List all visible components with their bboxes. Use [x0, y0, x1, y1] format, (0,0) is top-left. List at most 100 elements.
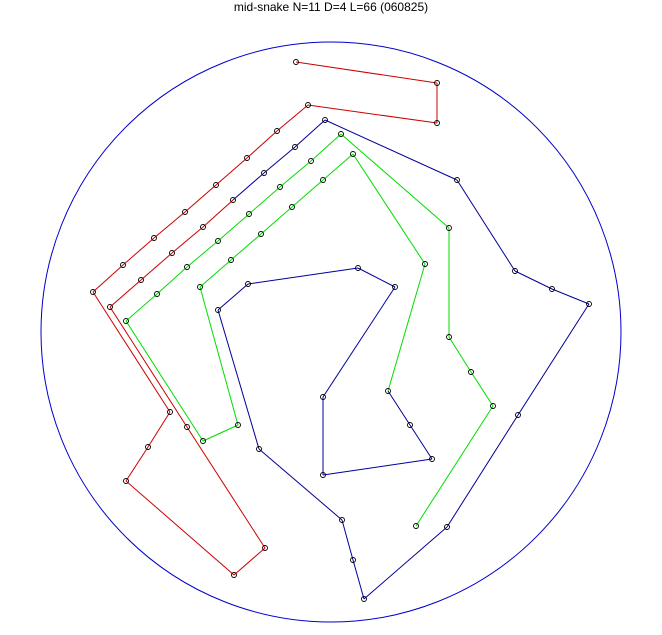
snake-node	[167, 409, 173, 415]
snake-segment-green	[322, 153, 354, 181]
snake-node	[200, 224, 206, 230]
snake-segment-red	[147, 411, 171, 448]
snake-node	[515, 412, 521, 418]
snake-segment-green	[260, 206, 293, 235]
snake-segment-red	[109, 279, 142, 308]
snake-node	[258, 231, 264, 237]
snake-node	[90, 289, 96, 295]
snake-node	[184, 264, 190, 270]
snake-node	[339, 517, 345, 523]
snake-node	[215, 307, 221, 313]
snake-segment-green	[448, 336, 472, 373]
snake-node	[123, 478, 129, 484]
snake-segment-green	[470, 371, 494, 407]
snake-segment-blue	[446, 414, 519, 528]
snake-segment-red	[171, 226, 204, 254]
snake-node	[256, 446, 262, 452]
snake-node	[138, 277, 144, 283]
snake-node	[274, 128, 280, 134]
snake-segment-green	[125, 320, 204, 442]
snake-segment-green	[199, 286, 239, 426]
snake-node	[289, 204, 295, 210]
snake-node	[228, 257, 234, 263]
snake-segment-green	[279, 160, 312, 188]
snake-node	[231, 572, 237, 578]
snake-node	[230, 197, 236, 203]
snake-node	[454, 177, 460, 183]
snake-segment-green	[248, 186, 281, 215]
snake-nodes	[90, 59, 592, 602]
snake-segment-green	[230, 233, 262, 261]
snake-segment-blue	[387, 390, 411, 426]
snake-node	[215, 238, 221, 244]
snake-segment-red	[233, 547, 266, 576]
snake-node	[434, 80, 440, 86]
snake-segment-blue	[514, 270, 553, 290]
snake-node	[434, 120, 440, 126]
snake-node	[586, 301, 592, 307]
snake-segment-red	[307, 104, 438, 124]
snake-node	[244, 155, 250, 161]
snake-node	[245, 281, 251, 287]
snake-segment-blue	[551, 288, 590, 305]
snake-node	[293, 59, 299, 65]
snake-node	[446, 225, 452, 231]
snake-node	[292, 144, 298, 150]
snake-node	[350, 557, 356, 563]
snake-node	[107, 304, 113, 310]
snake-node	[385, 388, 391, 394]
snake-segment-blue	[232, 172, 265, 201]
snake-node	[407, 422, 413, 428]
snake-node	[350, 151, 356, 157]
snake-node	[262, 545, 268, 551]
snake-segment-green	[291, 179, 324, 208]
snake-node	[549, 286, 555, 292]
snake-segment-blue	[258, 448, 343, 521]
snake-segment-blue	[247, 267, 359, 285]
snake-segments	[92, 61, 590, 600]
snake-segment-blue	[456, 179, 516, 272]
snake-segment-green	[415, 405, 494, 527]
snake-segment-green	[186, 240, 219, 268]
snake-node	[392, 284, 398, 290]
snake-segment-green	[156, 266, 188, 295]
snake-segment-red	[186, 426, 266, 549]
snake-node	[246, 211, 252, 217]
snake-node	[512, 268, 518, 274]
snake-segment-red	[122, 237, 155, 266]
snake-segment-red	[125, 446, 149, 482]
snake-node	[154, 291, 160, 297]
snake-segment-blue	[363, 526, 448, 600]
snake-segment-blue	[409, 424, 433, 460]
snake-node	[182, 209, 188, 215]
snake-segment-green	[387, 263, 426, 392]
snake-segment-green	[217, 213, 250, 242]
snake-node	[123, 318, 129, 324]
snake-node	[184, 424, 190, 430]
snake-node	[151, 235, 157, 241]
snake-segment-red	[92, 291, 171, 413]
snake-node	[361, 596, 367, 602]
snake-segment-red	[109, 306, 188, 428]
snake-segment-blue	[263, 146, 296, 174]
snake-segment-red	[215, 157, 248, 186]
snake-node	[235, 422, 241, 428]
snake-node	[197, 284, 203, 290]
snake-segment-red	[184, 184, 217, 213]
snake-segment-blue	[322, 286, 396, 398]
snake-node	[305, 102, 311, 108]
snake-node	[320, 394, 326, 400]
snake-segment-red	[125, 480, 235, 576]
snake-segment-blue	[517, 303, 590, 416]
snake-node	[320, 177, 326, 183]
snake-node	[446, 334, 452, 340]
snake-node	[444, 524, 450, 530]
snake-segment-green	[310, 133, 342, 162]
snake-node	[413, 523, 419, 529]
snake-node	[338, 131, 344, 137]
snake-segment-red	[153, 211, 186, 239]
snake-segment-blue	[217, 283, 249, 311]
snake-node	[261, 170, 267, 176]
snake-segment-green	[340, 133, 450, 229]
